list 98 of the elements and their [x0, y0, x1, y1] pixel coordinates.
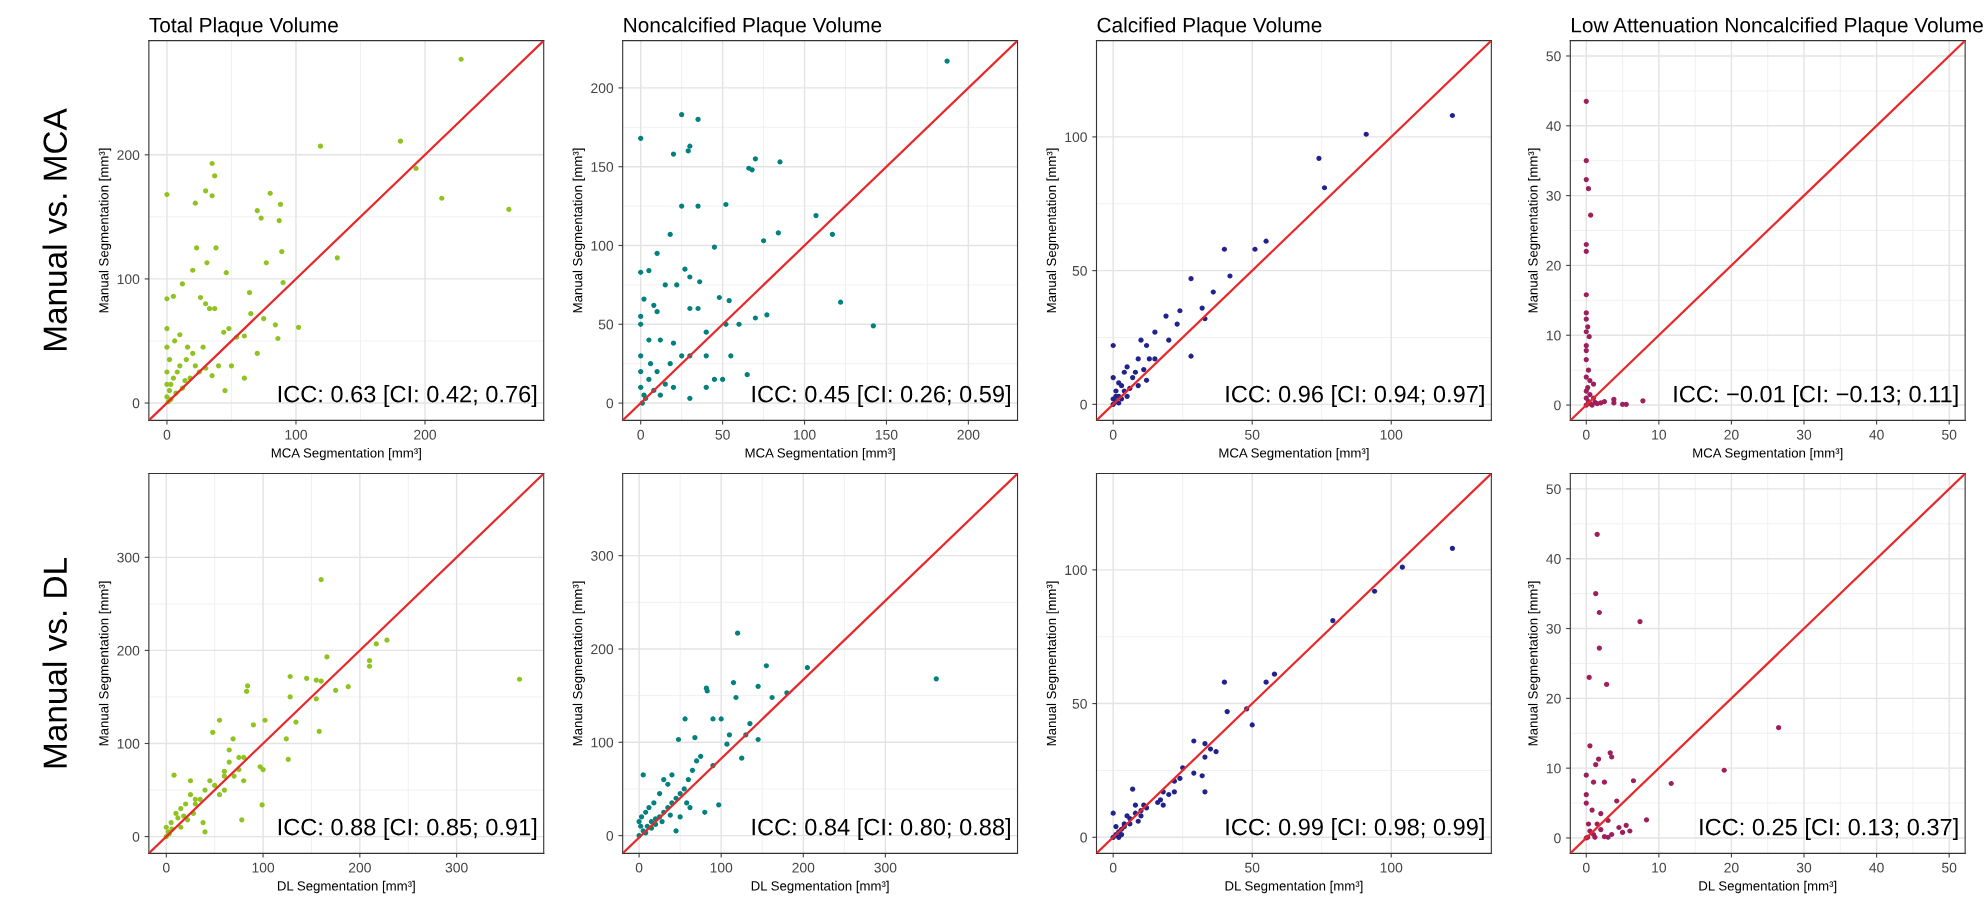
annotation: ICC: 0.25 [CI: 0.13; 0.37] [1700, 818, 1958, 841]
x-axis-title: MCA Segmentation [mm³] [271, 447, 421, 461]
x-axis-title: MCA Segmentation [mm³] [1219, 447, 1369, 461]
text: Manual vs. DL [42, 558, 68, 768]
y-axis-title: Manual Segmentation [mm³] [1527, 148, 1541, 313]
y-axis-title: Manual Segmentation [mm³] [1527, 581, 1541, 746]
y-axis-title: Manual Segmentation [mm³] [1046, 581, 1059, 746]
x-tick-label: 0 [162, 862, 170, 873]
y-tick-label: 100 [1065, 565, 1087, 576]
y-axis-title: Manual Segmentation [mm³] [98, 581, 112, 746]
x-tick-label: 0 [1109, 862, 1117, 873]
x-axis-title: DL Segmentation [mm³] [277, 880, 415, 894]
x-tick-label: 40 [1869, 429, 1884, 440]
y-tick-label: 0 [132, 398, 140, 409]
x-tick-label: 50 [1245, 429, 1260, 440]
y-axis-title: Manual Segmentation [mm³] [572, 581, 585, 746]
x-tick-label: 200 [414, 429, 437, 440]
y-tick-label: 50 [1072, 698, 1087, 709]
x-tick-label: 100 [285, 429, 308, 440]
y-tick-label: 0 [132, 831, 140, 842]
y-tick-label: 30 [1546, 190, 1561, 201]
y-tick-label: 100 [117, 274, 140, 285]
x-tick-label: 20 [1724, 429, 1739, 440]
chart-title: Low Attenuation Noncalcified Plaque Volume [1572, 17, 1983, 37]
y-tick-label: 0 [1554, 833, 1561, 844]
y-tick-label: 100 [591, 737, 614, 748]
y-tick-label: 150 [591, 162, 614, 172]
x-tick-label: 200 [792, 862, 815, 873]
x-tick-label: 0 [1109, 429, 1117, 440]
y-axis-title: Manual Segmentation [mm³] [572, 148, 585, 313]
y-tick-label: 10 [1546, 763, 1561, 774]
x-tick-label: 0 [1582, 429, 1590, 440]
x-tick-label: 30 [1796, 429, 1812, 440]
y-tick-label: 0 [1080, 832, 1087, 843]
x-axis-title: DL Segmentation [mm³] [751, 880, 889, 894]
x-tick-label: 50 [1245, 862, 1260, 873]
x-tick-label: 100 [710, 862, 733, 873]
x-tick-label: 10 [1652, 862, 1667, 873]
y-tick-label: 50 [598, 319, 614, 330]
annotation: ICC: 0.45 [CI: 0.26; 0.59] [752, 385, 1010, 408]
x-tick-label: 300 [874, 862, 897, 873]
y-tick-label: 0 [606, 830, 614, 841]
y-tick-label: 0 [1554, 400, 1561, 411]
x-tick-label: 30 [1796, 862, 1812, 873]
x-axis-title: DL Segmentation [mm³] [1225, 880, 1363, 894]
x-axis-title: MCA Segmentation [mm³] [1693, 447, 1843, 461]
chart-title: Total Plaque Volume [149, 17, 338, 37]
y-tick-label: 200 [117, 150, 140, 160]
y-tick-label: 100 [591, 240, 614, 251]
x-tick-label: 100 [1380, 862, 1403, 873]
x-tick-label: 200 [348, 862, 371, 873]
annotation: ICC: 0.96 [CI: 0.94; 0.97] [1226, 385, 1484, 408]
annotation: ICC: 0.84 [CI: 0.80; 0.88] [752, 818, 1010, 841]
y-tick-label: 20 [1546, 260, 1561, 271]
x-tick-label: 0 [637, 429, 645, 440]
x-tick-label: 100 [252, 862, 275, 873]
text: Manual vs. MCA [42, 108, 68, 351]
y-tick-label: 40 [1546, 554, 1561, 564]
y-tick-label: 300 [591, 551, 614, 561]
y-tick-label: 0 [606, 398, 614, 409]
y-tick-label: 0 [1080, 399, 1087, 410]
annotation: ICC: 0.99 [CI: 0.98; 0.99] [1226, 818, 1484, 841]
x-tick-label: 100 [794, 429, 816, 440]
x-tick-label: 50 [1942, 429, 1957, 440]
y-tick-label: 200 [591, 83, 614, 94]
y-tick-label: 200 [591, 644, 614, 655]
y-tick-label: 20 [1546, 693, 1561, 704]
x-axis-title: MCA Segmentation [mm³] [745, 447, 895, 461]
y-axis-title: Manual Segmentation [mm³] [1046, 148, 1059, 313]
y-axis-title: Manual Segmentation [mm³] [98, 148, 112, 313]
x-tick-label: 40 [1869, 862, 1884, 873]
x-tick-label: 0 [163, 429, 171, 440]
chart-title: Noncalcified Plaque Volume [624, 17, 882, 37]
x-tick-label: 0 [635, 862, 643, 873]
annotation: ICC: −0.01 [CI: −0.13; 0.11] [1674, 385, 1958, 408]
x-tick-label: 50 [715, 429, 730, 440]
y-tick-label: 40 [1546, 121, 1561, 131]
y-tick-label: 100 [117, 738, 140, 749]
x-tick-label: 0 [1582, 862, 1590, 873]
x-tick-label: 10 [1652, 429, 1667, 440]
y-tick-label: 50 [1546, 484, 1561, 495]
x-tick-label: 50 [1942, 862, 1957, 873]
x-tick-label: 150 [875, 429, 898, 440]
y-tick-label: 50 [1072, 265, 1087, 276]
annotation: ICC: 0.63 [CI: 0.42; 0.76] [278, 385, 537, 408]
chart-title: Calcified Plaque Volume [1097, 17, 1322, 37]
y-tick-label: 10 [1546, 330, 1561, 341]
x-axis-title: DL Segmentation [mm³] [1699, 880, 1837, 894]
y-tick-label: 300 [117, 552, 140, 563]
x-tick-label: 300 [445, 862, 468, 873]
y-tick-label: 50 [1546, 51, 1561, 62]
annotation: ICC: 0.88 [CI: 0.85; 0.91] [278, 818, 537, 841]
x-tick-label: 200 [957, 429, 980, 440]
y-tick-label: 30 [1546, 623, 1561, 634]
x-tick-label: 100 [1380, 429, 1403, 440]
x-tick-label: 20 [1724, 862, 1739, 873]
y-tick-label: 100 [1065, 132, 1087, 143]
y-tick-label: 200 [117, 645, 140, 656]
